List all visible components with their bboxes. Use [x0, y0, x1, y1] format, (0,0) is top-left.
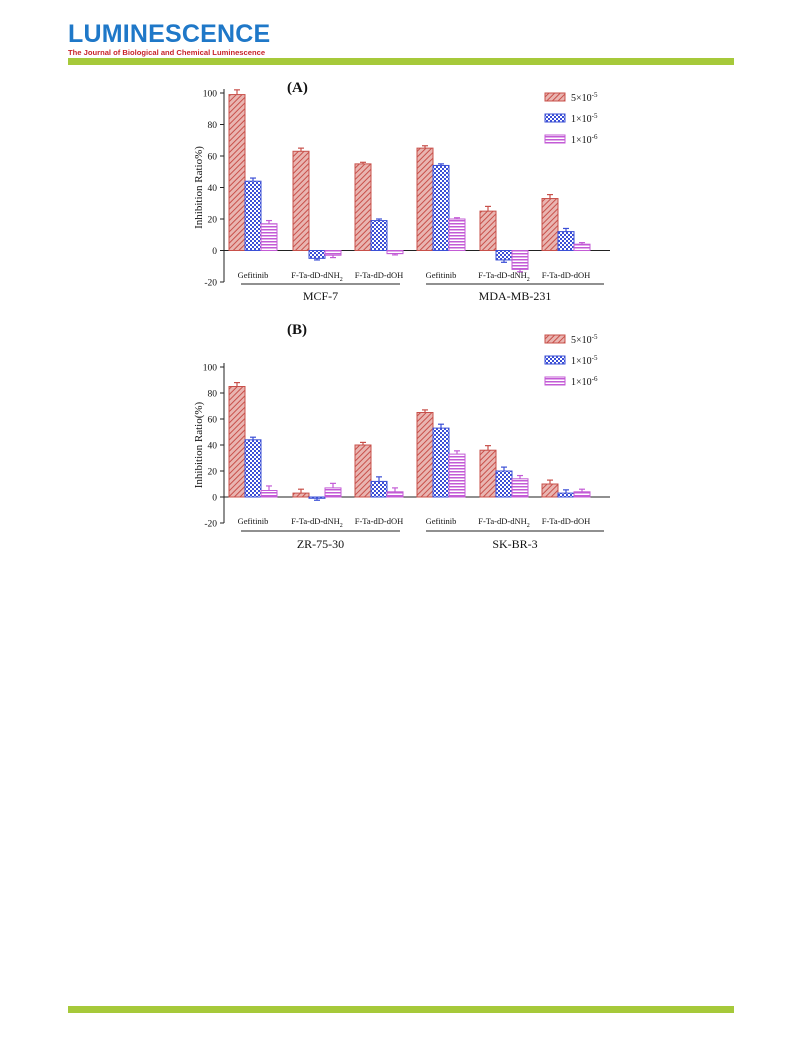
bar — [292, 150, 310, 251]
y-axis-label: Inhibition Ratio(%) — [193, 401, 205, 488]
y-tick-label: -20 — [204, 520, 217, 530]
legend-swatch — [544, 113, 566, 123]
bar — [260, 490, 278, 498]
bar — [511, 478, 529, 498]
y-tick-label: 20 — [208, 468, 218, 478]
x-tick-label: F-Ta-dD-dNH2 — [478, 270, 530, 283]
bar — [541, 483, 559, 498]
bar — [573, 243, 591, 251]
x-tick-label: F-Ta-dD-dOH — [355, 270, 404, 280]
bar — [541, 198, 559, 251]
x-tick-label: Gefitinib — [426, 270, 457, 280]
y-tick-label: 40 — [208, 184, 218, 194]
y-tick-label: 0 — [212, 494, 217, 504]
bar — [416, 147, 434, 251]
legend-label: 1×10-5 — [571, 354, 598, 367]
legend-swatch — [544, 334, 566, 344]
y-axis-label: Inhibition Ratio%) — [193, 146, 205, 229]
y-tick-label: 60 — [208, 153, 218, 163]
x-tick-label: Gefitinib — [426, 516, 457, 526]
y-tick-label: 20 — [208, 216, 218, 226]
bar — [244, 439, 262, 498]
bar — [228, 94, 246, 252]
bar — [324, 487, 342, 498]
bar — [386, 491, 404, 498]
bar — [308, 496, 326, 499]
group-label: SK-BR-3 — [492, 537, 537, 551]
x-tick-label: F-Ta-dD-dOH — [542, 516, 591, 526]
bar — [228, 386, 246, 498]
legend-label: 5×10-5 — [571, 91, 598, 104]
legend-label: 5×10-5 — [571, 333, 598, 346]
bar — [479, 449, 497, 498]
bar — [432, 427, 450, 498]
legend-label: 1×10-6 — [571, 375, 598, 388]
footer-rule — [68, 1006, 734, 1013]
x-tick-label: F-Ta-dD-dOH — [355, 516, 404, 526]
bar — [308, 250, 326, 259]
group-label: ZR-75-30 — [297, 537, 344, 551]
bar — [386, 250, 404, 255]
y-tick-label: 40 — [208, 442, 218, 452]
journal-title: LUMINESCENCE — [68, 20, 271, 48]
group-label: MDA-MB-231 — [479, 289, 552, 303]
bar — [448, 218, 466, 251]
y-tick-label: 60 — [208, 416, 218, 426]
bar — [370, 480, 388, 498]
y-tick-label: 80 — [208, 121, 218, 131]
y-tick-label: 100 — [203, 364, 218, 374]
bar-chart-b: (B) -20 0 20 40 60 80 100 Inhibition Ratio(%) Gef… — [193, 322, 610, 551]
bar — [557, 231, 575, 252]
x-tick-label: F-Ta-dD-dNH2 — [291, 270, 343, 283]
y-tick-label: -20 — [204, 279, 217, 289]
group-label: MCF-7 — [303, 289, 338, 303]
bar — [432, 164, 450, 251]
header-rule — [68, 58, 734, 65]
bar — [511, 250, 529, 270]
bar — [324, 250, 342, 256]
legend-label: 1×10-6 — [571, 133, 598, 146]
x-tick-label: F-Ta-dD-dOH — [542, 270, 591, 280]
y-tick-label: 0 — [212, 247, 217, 257]
bar — [557, 492, 575, 498]
bar — [448, 453, 466, 498]
bar-chart-a: (A) -20 0 20 40 60 80 100 Inhibition Ratio%) Gefi… — [193, 80, 610, 303]
bar — [260, 223, 278, 252]
legend-swatch — [544, 355, 566, 365]
y-tick-label: 100 — [203, 90, 218, 100]
bar — [495, 250, 513, 261]
bar — [416, 412, 434, 498]
bar — [495, 470, 513, 498]
bar — [354, 444, 372, 498]
x-tick-label: Gefitinib — [238, 516, 269, 526]
bar — [479, 210, 497, 251]
x-tick-label: F-Ta-dD-dNH2 — [478, 516, 530, 529]
journal-header: LUMINESCENCE The Journal of Biological a… — [68, 20, 368, 57]
x-tick-label: F-Ta-dD-dNH2 — [291, 516, 343, 529]
panel-label: (B) — [287, 322, 307, 338]
legend-swatch — [544, 92, 566, 102]
legend-label: 1×10-5 — [571, 112, 598, 125]
bar — [354, 163, 372, 251]
y-tick-label: 80 — [208, 390, 218, 400]
bar — [370, 220, 388, 251]
legend-swatch — [544, 376, 566, 386]
bar — [292, 492, 310, 498]
x-tick-label: Gefitinib — [238, 270, 269, 280]
panel-label: (A) — [287, 80, 308, 96]
bar — [244, 180, 262, 251]
journal-subtitle: The Journal of Biological and Chemical L… — [68, 48, 266, 57]
legend-swatch — [544, 134, 566, 144]
bar — [573, 491, 591, 498]
